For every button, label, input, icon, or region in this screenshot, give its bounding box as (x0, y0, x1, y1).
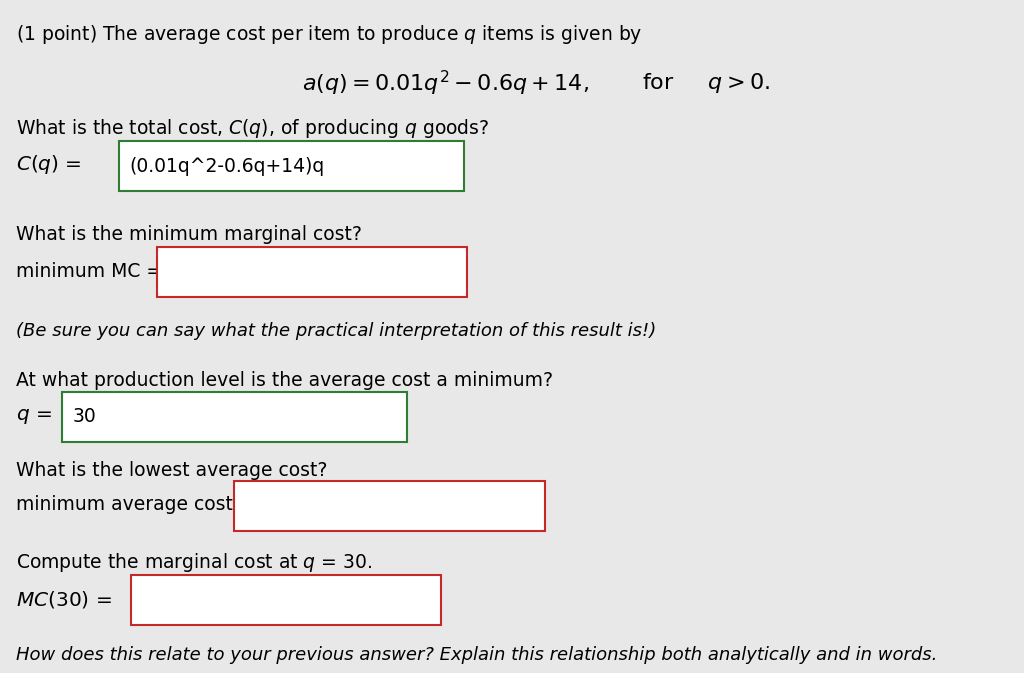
FancyBboxPatch shape (157, 247, 467, 297)
Text: Compute the marginal cost at $q$ = 30.: Compute the marginal cost at $q$ = 30. (15, 551, 372, 575)
Text: (1 point) The average cost per item to produce $q$ items is given by: (1 point) The average cost per item to p… (15, 24, 642, 46)
Text: minimum MC =: minimum MC = (15, 262, 162, 281)
Text: minimum average cost =: minimum average cost = (15, 495, 254, 514)
Text: $a(q) = 0.01q^2 - 0.6q + 14,$: $a(q) = 0.01q^2 - 0.6q + 14,$ (301, 69, 589, 98)
Text: (0.01q^2-0.6q+14)q: (0.01q^2-0.6q+14)q (129, 157, 325, 176)
Text: 30: 30 (73, 407, 96, 427)
FancyBboxPatch shape (119, 141, 464, 191)
FancyBboxPatch shape (131, 575, 441, 625)
Text: What is the minimum marginal cost?: What is the minimum marginal cost? (15, 225, 361, 244)
Text: $MC(30)$ =: $MC(30)$ = (15, 588, 112, 610)
Text: How does this relate to your previous answer? Explain this relationship both ana: How does this relate to your previous an… (15, 646, 937, 664)
Text: (Be sure you can say what the practical interpretation of this result is!): (Be sure you can say what the practical … (15, 322, 655, 340)
Text: $q$ =: $q$ = (15, 406, 51, 425)
FancyBboxPatch shape (62, 392, 407, 442)
Text: What is the lowest average cost?: What is the lowest average cost? (15, 460, 327, 479)
Text: for     $q > 0.$: for $q > 0.$ (642, 71, 770, 95)
Text: At what production level is the average cost a minimum?: At what production level is the average … (15, 371, 553, 390)
FancyBboxPatch shape (234, 481, 545, 531)
Text: $C(q)$ =: $C(q)$ = (15, 153, 81, 176)
Text: What is the total cost, $C(q)$, of producing $q$ goods?: What is the total cost, $C(q)$, of produ… (15, 118, 488, 141)
